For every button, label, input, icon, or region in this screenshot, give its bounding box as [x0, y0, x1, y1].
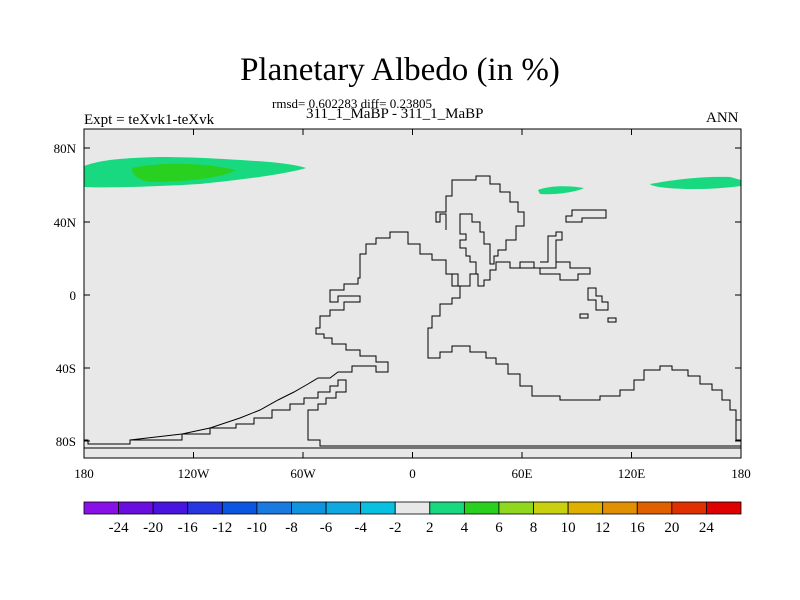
colorbar-label: 10 — [561, 520, 576, 536]
coastlines — [84, 175, 741, 449]
experiment-label: Expt = teXvk1-teXvk — [84, 112, 215, 128]
anomaly-region-2-to-4 — [538, 186, 584, 195]
colorbar-label: 24 — [699, 520, 715, 536]
colorbar: -24 -20 -16 -12 -10 -8 -6 -4 -2 2 4 6 8 10 12 16 20 24 — [83, 501, 742, 536]
colorbar-box — [256, 501, 292, 515]
colorbar-box — [567, 501, 604, 515]
colorbar-box — [360, 501, 396, 515]
colorbar-box — [152, 501, 189, 515]
colorbar-box — [463, 501, 500, 515]
colorbar-box — [671, 501, 707, 515]
lon-tick-label: 60W — [290, 466, 316, 481]
lat-tick-label: 0 — [70, 288, 77, 303]
colorbar-label: 2 — [426, 520, 434, 536]
lat-tick-label: 40N — [54, 215, 77, 230]
colorbar-box — [394, 501, 431, 515]
season-label: ANN — [706, 110, 739, 126]
stats-label: rmsd= 0.602283 diff= 0.23805 — [272, 96, 432, 111]
lon-tick-marks — [83, 129, 742, 458]
lat-tick-label: 40S — [56, 361, 76, 376]
colorbar-box — [533, 501, 569, 515]
colorbar-label: -6 — [320, 520, 333, 536]
lat-tick-marks — [84, 147, 741, 442]
colorbar-box — [118, 501, 154, 515]
colorbar-box — [498, 501, 534, 515]
colorbar-label: -24 — [109, 520, 129, 536]
lon-tick-label: 180 — [74, 466, 94, 481]
lat-tick-label: 80S — [56, 434, 76, 449]
colorbar-box — [83, 501, 119, 515]
colorbar-box — [706, 501, 742, 515]
lon-tick-label: 60E — [512, 466, 533, 481]
colorbar-label: -8 — [285, 520, 298, 536]
experiment-subtitle: 311_1_MaBP - 311_1_MaBP — [306, 106, 484, 122]
lon-tick-label: 120E — [618, 466, 646, 481]
colorbar-label: 12 — [595, 520, 610, 536]
colorbar-label: -4 — [354, 520, 367, 536]
lon-tick-label: 180 — [731, 466, 751, 481]
colorbar-box — [429, 501, 465, 515]
anomaly-region-2-to-4 — [650, 176, 741, 190]
colorbar-box — [325, 501, 362, 515]
colorbar-label: 6 — [495, 520, 503, 536]
colorbar-label: -16 — [178, 520, 198, 536]
colorbar-box — [187, 501, 223, 515]
colorbar-label: 20 — [664, 520, 679, 536]
map-title: Planetary Albedo (in %) — [240, 52, 560, 88]
lon-tick-label: 120W — [178, 466, 211, 481]
colorbar-label: 4 — [461, 520, 469, 536]
colorbar-label: -10 — [247, 520, 267, 536]
colorbar-label: -20 — [143, 520, 163, 536]
colorbar-label: -2 — [389, 520, 402, 536]
colorbar-box — [291, 501, 327, 515]
colorbar-box — [636, 501, 673, 515]
lat-tick-label: 80N — [54, 141, 77, 156]
colorbar-box — [602, 501, 638, 515]
colorbar-box — [221, 501, 258, 515]
colorbar-label: 8 — [530, 520, 538, 536]
lon-tick-label: 0 — [409, 466, 416, 481]
colorbar-label: 16 — [630, 520, 646, 536]
colorbar-label: -12 — [212, 520, 232, 536]
anomaly-region-4-to-6 — [132, 163, 236, 182]
